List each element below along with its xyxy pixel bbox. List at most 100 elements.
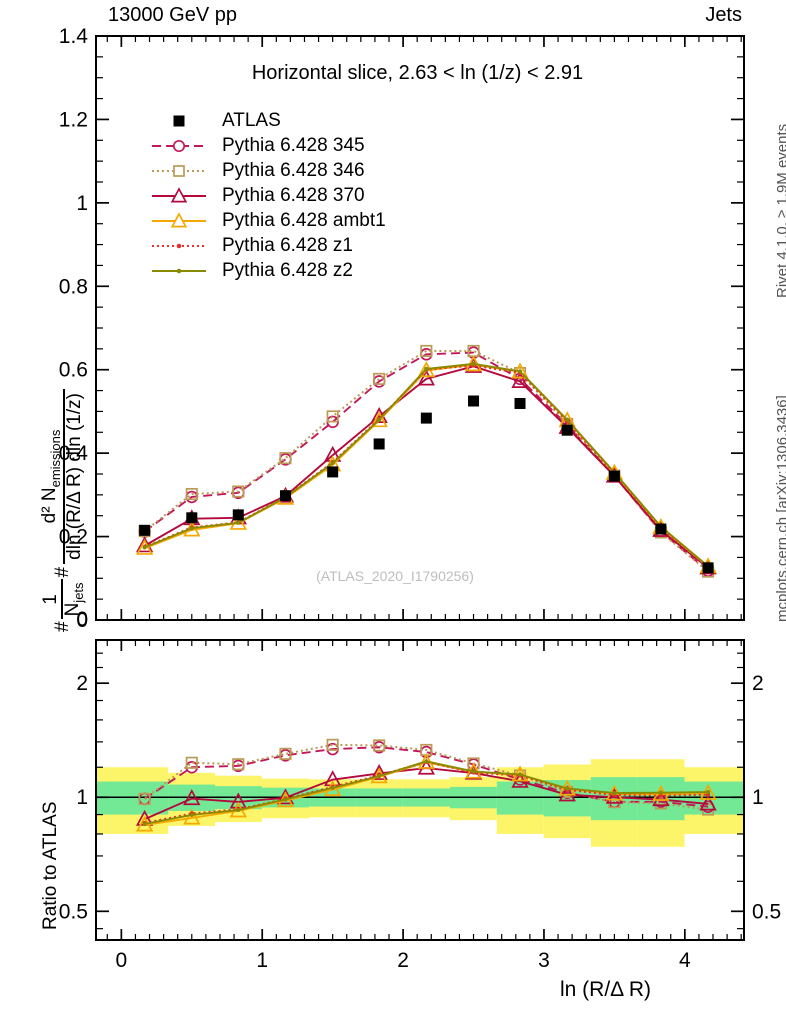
- data-marker: [326, 410, 339, 423]
- data-marker: [471, 769, 476, 774]
- legend-item-5[interactable]: Pythia 6.428 z1: [150, 233, 386, 258]
- data-marker: [189, 812, 194, 818]
- legend-item-6[interactable]: Pythia 6.428 z2: [150, 258, 386, 283]
- data-marker: [517, 369, 523, 374]
- header-left-text: 13000 GeV pp: [108, 4, 237, 26]
- legend-key-circle-open: [152, 139, 206, 152]
- series-line: [144, 364, 709, 568]
- data-marker: [605, 787, 624, 804]
- data-marker: [511, 372, 529, 388]
- data-marker: [655, 523, 667, 535]
- x-tick-label: 1: [256, 949, 268, 972]
- data-marker: [283, 797, 288, 802]
- data-marker: [279, 452, 292, 465]
- legend-item-2[interactable]: Pythia 6.428 346: [150, 158, 386, 183]
- x-tick-label: 2: [397, 949, 409, 972]
- y-tick-label: 0.2: [59, 526, 88, 549]
- header-left: 13000 GeV pp: [108, 4, 237, 27]
- x-axis-label: ln (R/Δ R): [560, 978, 651, 1002]
- data-marker: [276, 788, 295, 805]
- legend-key-square-filled: [173, 115, 185, 126]
- data-marker: [135, 536, 154, 553]
- data-marker: [135, 538, 154, 555]
- data-marker: [330, 785, 335, 790]
- data-marker: [417, 758, 435, 775]
- data-marker: [330, 461, 335, 466]
- series-line: [144, 363, 709, 568]
- data-marker: [612, 790, 617, 796]
- legend-label: Pythia 6.428 346: [222, 159, 365, 181]
- legend-item-3[interactable]: Pythia 6.428 370: [150, 183, 386, 208]
- data-marker: [232, 485, 245, 498]
- data-marker: [142, 821, 147, 827]
- data-marker: [370, 764, 388, 780]
- data-marker: [232, 509, 244, 521]
- ratio-y-tick-label: 2: [76, 672, 88, 695]
- data-marker: [373, 739, 386, 752]
- data-marker: [420, 344, 433, 357]
- data-marker: [467, 757, 480, 770]
- dataset-watermark-text: (ATLAS_2020_I1790256): [316, 568, 474, 584]
- ratio-y-tick-label-right: 2: [752, 672, 764, 695]
- legend-key-dot: [152, 243, 206, 248]
- data-marker: [185, 756, 198, 769]
- legend-label: Pythia 6.428 ambt1: [222, 209, 386, 231]
- y-tick-label: 0: [76, 609, 88, 632]
- data-marker: [186, 512, 198, 524]
- legend-key-triangle-open: [152, 211, 206, 227]
- data-marker: [417, 369, 435, 386]
- dataset-watermark: (ATLAS_2020_I1790256): [95, 568, 695, 584]
- x-tick-label: 4: [679, 949, 691, 972]
- ratio-panel-frame: [95, 639, 745, 941]
- data-marker: [468, 395, 480, 407]
- data-marker: [424, 759, 429, 764]
- data-marker: [658, 790, 663, 795]
- data-marker: [658, 793, 663, 798]
- data-marker: [705, 789, 711, 795]
- y-tick-label: 1: [76, 192, 88, 215]
- ratio-y-tick-label-right: 1: [752, 786, 764, 809]
- data-marker: [699, 794, 717, 811]
- data-marker: [189, 526, 194, 531]
- y-tick-label: 0.4: [59, 442, 89, 465]
- data-marker: [565, 786, 570, 791]
- data-marker: [236, 520, 241, 525]
- data-marker: [608, 470, 620, 482]
- y-tick-label: 1.4: [59, 25, 89, 48]
- data-marker: [370, 411, 388, 428]
- legend-key-square-open: [152, 164, 206, 177]
- series-line: [144, 365, 709, 569]
- plot-title-text: Horizontal slice, 2.63 < ln (1/z) < 2.91: [251, 62, 584, 84]
- ratio-y-tick-label: 1: [76, 786, 88, 809]
- legend-item-0[interactable]: ATLAS: [150, 108, 386, 133]
- data-marker: [424, 366, 429, 371]
- data-marker: [236, 807, 241, 813]
- legend-label: ATLAS: [222, 109, 281, 131]
- legend-item-4[interactable]: Pythia 6.428 ambt1: [150, 208, 386, 233]
- legend-label: Pythia 6.428 345: [222, 134, 365, 156]
- data-marker: [232, 758, 245, 771]
- legend-label: Pythia 6.428 370: [222, 184, 365, 206]
- data-marker: [420, 412, 432, 424]
- data-marker: [373, 372, 386, 385]
- data-marker: [558, 785, 576, 802]
- y-tick-label: 0.8: [59, 275, 88, 298]
- data-marker: [377, 417, 382, 422]
- data-marker: [654, 797, 667, 810]
- legend-key-dot: [152, 268, 206, 273]
- data-marker: [517, 772, 523, 777]
- header-right: Jets: [705, 4, 742, 27]
- data-marker: [561, 424, 573, 436]
- x-axis-label-text: ln (R/Δ R): [560, 978, 652, 1001]
- x-tick-label: 0: [116, 949, 128, 972]
- data-marker: [183, 789, 201, 806]
- main-y-zero-label: 0: [76, 608, 88, 631]
- plot-title: Horizontal slice, 2.63 < ln (1/z) < 2.91: [95, 62, 740, 85]
- legend-label: Pythia 6.428 z1: [222, 234, 353, 256]
- legend: ATLAS Pythia 6.428 345 Pythia 6.428 346 Pyt…: [150, 108, 386, 283]
- data-marker: [514, 398, 526, 410]
- legend-item-1[interactable]: Pythia 6.428 345: [150, 133, 386, 158]
- series-line: [143, 743, 709, 811]
- data-marker: [565, 417, 570, 422]
